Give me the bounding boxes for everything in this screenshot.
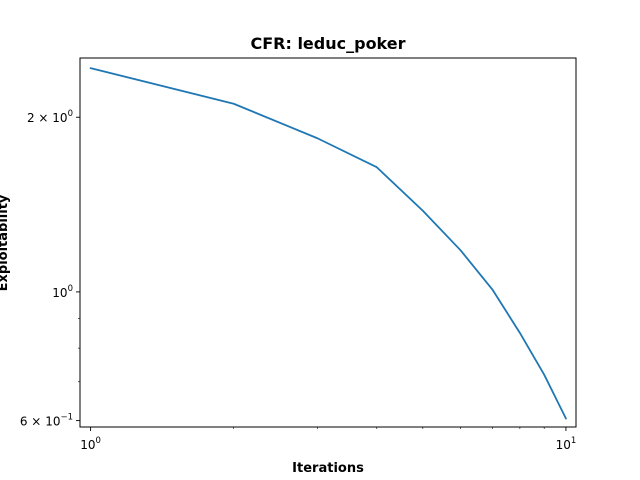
y-tick-label: 6 × 10−1 bbox=[20, 413, 73, 429]
y-tick-label: 2 × 100 bbox=[27, 109, 73, 125]
data-point bbox=[316, 137, 318, 139]
chart-title: CFR: leduc_poker bbox=[250, 34, 405, 53]
tick-base: 10 bbox=[80, 438, 95, 452]
data-point bbox=[376, 166, 378, 168]
x-tick-label: 100 bbox=[80, 436, 101, 452]
data-point bbox=[422, 210, 424, 212]
tick-exponent: 1 bbox=[571, 436, 576, 446]
major-ticks bbox=[76, 116, 567, 431]
tick-exponent: 0 bbox=[68, 109, 73, 119]
tick-exponent: −1 bbox=[60, 413, 73, 423]
data-point bbox=[565, 418, 567, 420]
y-tick-label: 100 bbox=[52, 284, 73, 300]
tick-exponent: 0 bbox=[96, 436, 101, 446]
tick-base: 10 bbox=[556, 438, 571, 452]
tick-base: 10 bbox=[52, 111, 67, 125]
tick-prefix: 6 × bbox=[20, 415, 45, 429]
data-point bbox=[460, 249, 462, 251]
tick-base: 10 bbox=[52, 286, 67, 300]
y-axis-label: Exploitability bbox=[0, 194, 11, 291]
data-point bbox=[543, 374, 545, 376]
data-point bbox=[90, 67, 92, 69]
tick-exponent: 0 bbox=[68, 284, 73, 294]
data-point bbox=[491, 288, 493, 290]
series-line bbox=[89, 67, 567, 420]
minor-ticks bbox=[78, 318, 545, 429]
tick-base: 10 bbox=[45, 415, 60, 429]
x-axis-label: Iterations bbox=[292, 461, 364, 476]
data-point bbox=[519, 332, 521, 334]
plot-frame bbox=[79, 57, 577, 428]
data-point bbox=[233, 103, 235, 105]
tick-prefix: 2 × bbox=[27, 111, 52, 125]
x-tick-label: 101 bbox=[556, 436, 577, 452]
